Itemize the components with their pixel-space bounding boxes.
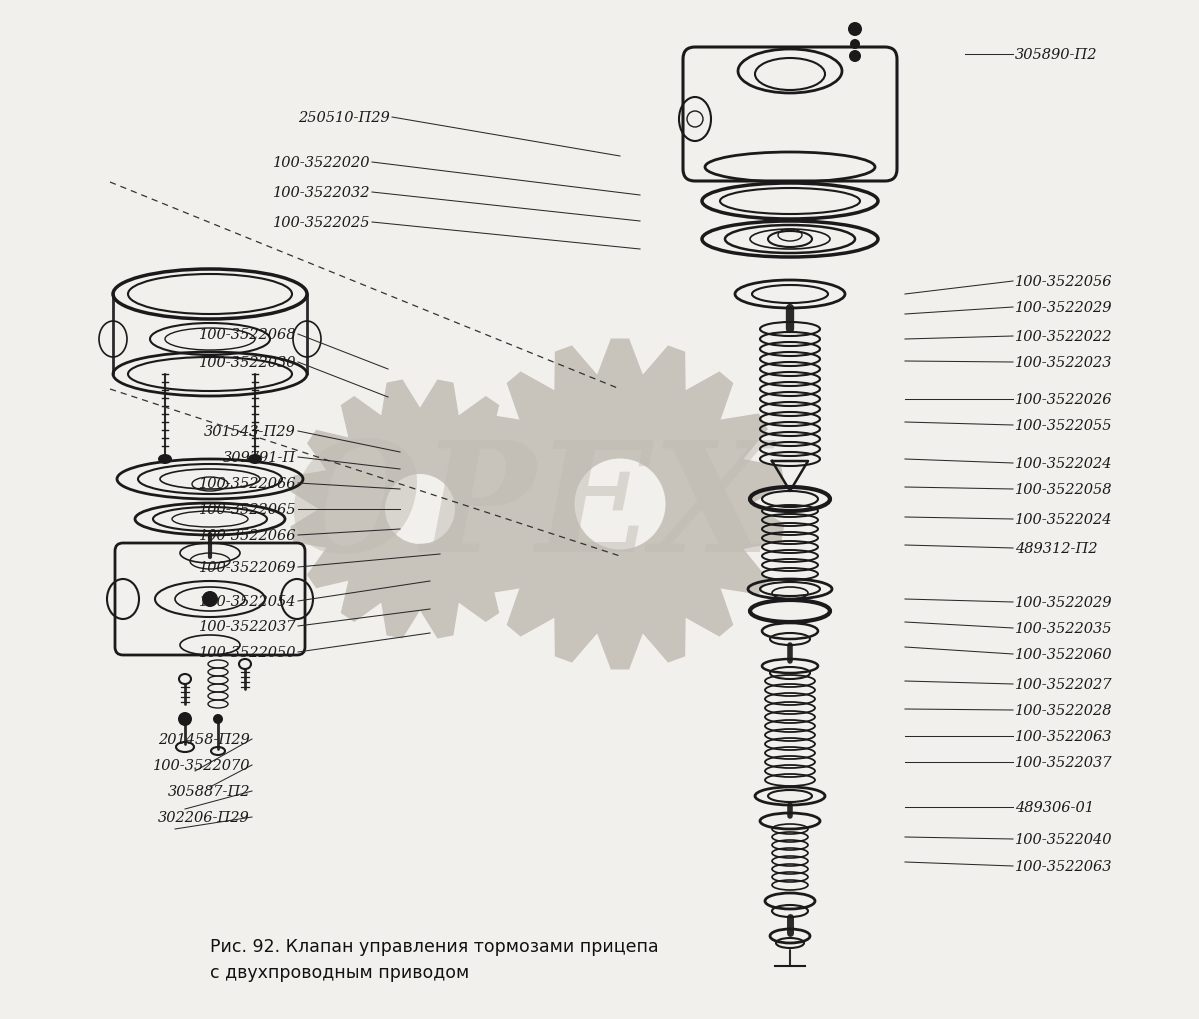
Text: 100-3522024: 100-3522024	[1016, 513, 1113, 527]
Polygon shape	[458, 397, 499, 439]
Text: 100-3522066: 100-3522066	[199, 477, 296, 490]
Text: 309791-П: 309791-П	[223, 450, 296, 465]
Polygon shape	[381, 602, 420, 638]
Text: 201458-П29: 201458-П29	[158, 733, 251, 746]
Polygon shape	[308, 431, 349, 471]
Polygon shape	[507, 588, 555, 636]
Polygon shape	[685, 373, 733, 421]
Text: 100-3522063: 100-3522063	[1016, 730, 1113, 743]
Text: 100-3522037: 100-3522037	[199, 620, 296, 634]
Polygon shape	[342, 397, 381, 439]
Polygon shape	[555, 616, 597, 662]
Polygon shape	[457, 504, 498, 549]
Text: 100-3522024: 100-3522024	[1016, 457, 1113, 471]
Polygon shape	[490, 431, 532, 471]
Text: 100-3522027: 100-3522027	[1016, 678, 1113, 691]
Text: 100-3522068: 100-3522068	[199, 328, 296, 341]
Text: 100-3522032: 100-3522032	[272, 185, 370, 200]
Text: 305890-П2: 305890-П2	[1016, 48, 1097, 62]
Text: 100-3522063: 100-3522063	[1016, 859, 1113, 873]
Text: 100-3522029: 100-3522029	[1016, 595, 1113, 609]
Text: 100-3522070: 100-3522070	[152, 758, 251, 772]
Polygon shape	[342, 580, 381, 622]
Text: 100-3522050: 100-3522050	[199, 645, 296, 659]
Text: 100-3522020: 100-3522020	[272, 156, 370, 170]
Text: 100-3522055: 100-3522055	[1016, 419, 1113, 433]
Text: 302206-П29: 302206-П29	[158, 810, 251, 824]
Polygon shape	[597, 633, 643, 669]
Circle shape	[849, 51, 861, 63]
Text: 100-3522028: 100-3522028	[1016, 703, 1113, 717]
Text: 100-3522060: 100-3522060	[1016, 647, 1113, 661]
Polygon shape	[291, 510, 327, 548]
Polygon shape	[719, 415, 767, 461]
Text: 100-3522022: 100-3522022	[1016, 330, 1113, 343]
Polygon shape	[291, 471, 327, 510]
Polygon shape	[643, 616, 685, 662]
Text: 100-3522029: 100-3522029	[1016, 301, 1113, 315]
Polygon shape	[507, 373, 555, 421]
Circle shape	[574, 459, 665, 550]
Text: ОРЕХ: ОРЕХ	[289, 435, 771, 584]
Polygon shape	[742, 504, 784, 549]
Text: 305887-П2: 305887-П2	[168, 785, 251, 798]
Polygon shape	[457, 461, 498, 504]
Polygon shape	[420, 602, 458, 638]
Circle shape	[213, 714, 223, 725]
Ellipse shape	[248, 454, 263, 465]
Circle shape	[850, 40, 860, 50]
Polygon shape	[458, 580, 499, 622]
Circle shape	[201, 591, 218, 607]
Text: 100-3522030: 100-3522030	[199, 356, 296, 370]
Text: 100-3522037: 100-3522037	[1016, 755, 1113, 769]
Polygon shape	[643, 346, 685, 392]
Text: Рис. 92. Клапан управления тормозами прицепа
с двухпроводным приводом: Рис. 92. Клапан управления тормозами при…	[210, 936, 658, 981]
Circle shape	[490, 375, 751, 635]
Circle shape	[320, 410, 520, 609]
Circle shape	[848, 23, 862, 37]
Text: 301543-П29: 301543-П29	[204, 425, 296, 438]
Text: 250510-П29: 250510-П29	[299, 111, 390, 125]
Circle shape	[385, 475, 454, 544]
Text: 100-3522025: 100-3522025	[272, 216, 370, 229]
Polygon shape	[420, 381, 458, 417]
Polygon shape	[490, 548, 532, 588]
Polygon shape	[685, 588, 733, 636]
Polygon shape	[512, 471, 549, 510]
Text: 489312-П2: 489312-П2	[1016, 541, 1097, 555]
Text: 100-3522069: 100-3522069	[199, 560, 296, 575]
Polygon shape	[472, 549, 520, 594]
Text: 100-3522040: 100-3522040	[1016, 833, 1113, 846]
Polygon shape	[597, 340, 643, 377]
Polygon shape	[472, 415, 520, 461]
Polygon shape	[381, 381, 420, 417]
Polygon shape	[308, 548, 349, 588]
Text: 100-3522058: 100-3522058	[1016, 483, 1113, 496]
Ellipse shape	[158, 454, 171, 465]
Polygon shape	[742, 461, 784, 504]
Text: 489306-01: 489306-01	[1016, 800, 1093, 814]
Polygon shape	[719, 549, 767, 594]
Polygon shape	[512, 510, 549, 548]
Circle shape	[177, 712, 192, 727]
Text: 100-3522066: 100-3522066	[199, 529, 296, 542]
Text: 100-3522065: 100-3522065	[199, 502, 296, 517]
Text: 100-3522035: 100-3522035	[1016, 622, 1113, 636]
Text: 100-3522054: 100-3522054	[199, 594, 296, 608]
Polygon shape	[555, 346, 597, 392]
Text: 100-3522056: 100-3522056	[1016, 275, 1113, 288]
Text: 100-3522023: 100-3522023	[1016, 356, 1113, 370]
Text: 100-3522026: 100-3522026	[1016, 392, 1113, 407]
